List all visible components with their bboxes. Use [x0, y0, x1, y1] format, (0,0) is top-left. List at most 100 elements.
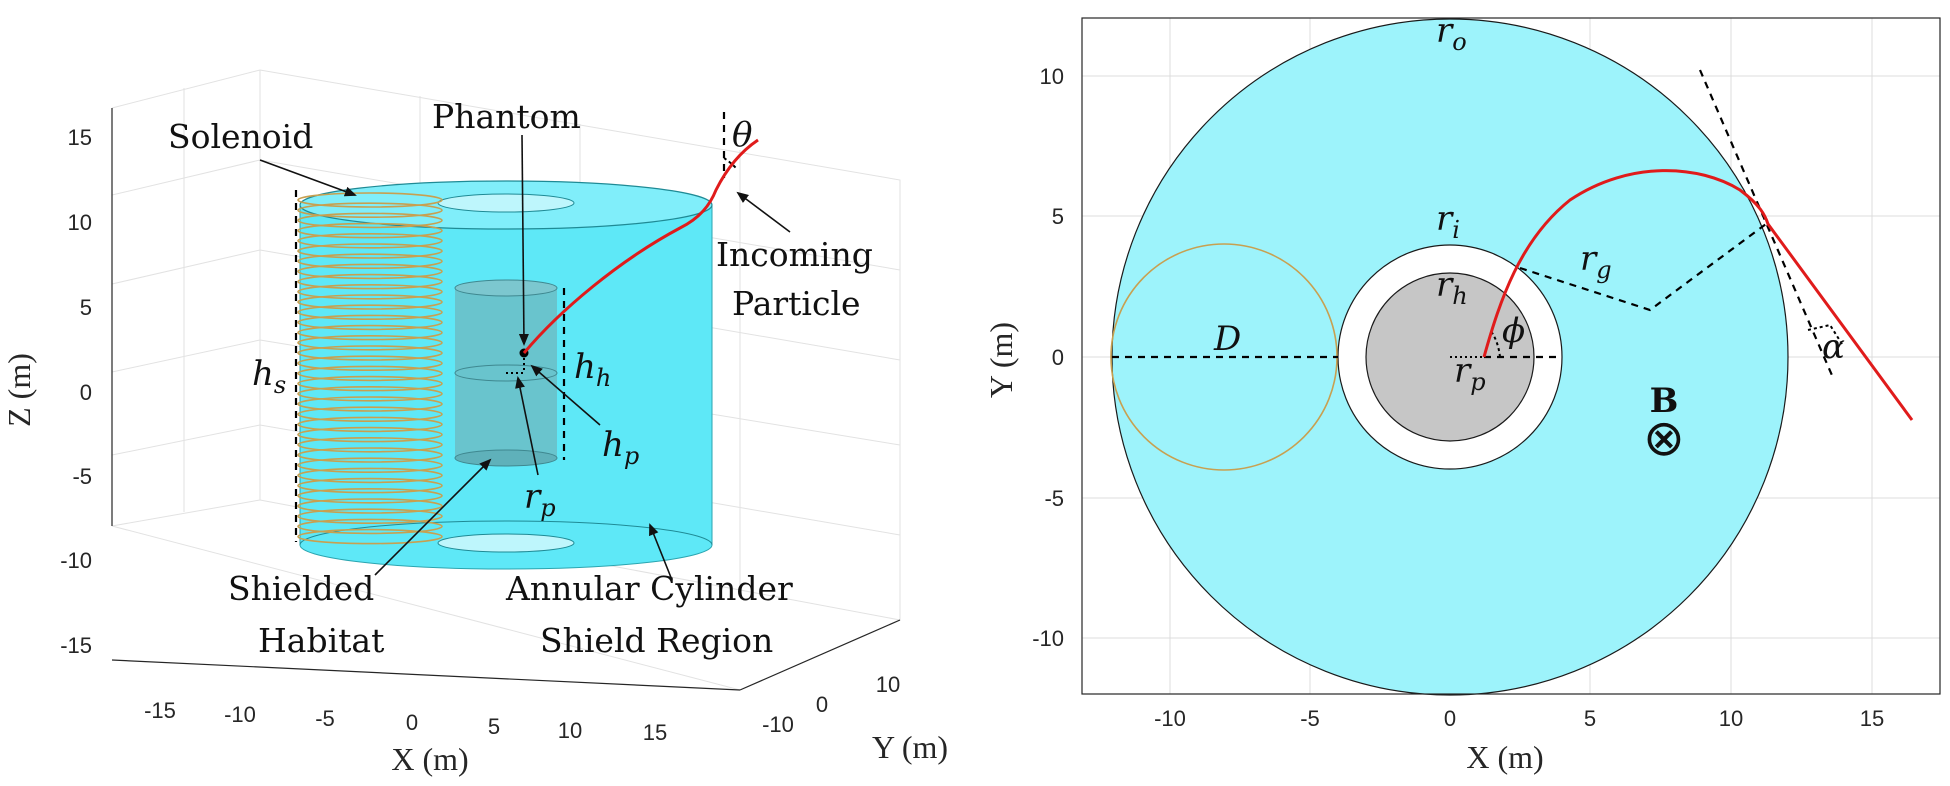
d-label: D [1213, 319, 1241, 359]
solenoid-arrow [259, 159, 357, 197]
solenoid-coil-loop [297, 294, 443, 310]
left-x-tick: 5 [488, 714, 500, 739]
solenoid-coil-loop [297, 212, 443, 229]
solenoid-coil-loop [297, 477, 443, 494]
alpha-label: α [1822, 327, 1845, 367]
tangent-line [1698, 69, 1836, 381]
left-z-tick: 0 [80, 380, 92, 405]
incoming-label-line2: Particle [732, 284, 861, 323]
solenoid-coil-loop [297, 222, 443, 239]
left-y-axis-label: Y (m) [872, 729, 948, 765]
solenoid-coil-loop [297, 304, 443, 321]
solenoid-coil-loop [297, 365, 443, 382]
ri-label: ri [1436, 199, 1460, 244]
left-z-tick: -10 [60, 548, 92, 573]
left-y-tick: 0 [816, 692, 828, 717]
right-y-tick: -5 [1044, 486, 1064, 511]
solenoid-coil-loop [297, 528, 443, 545]
rg-label: rg [1580, 239, 1612, 284]
solenoid-coil-loop [297, 396, 443, 412]
left-x-tick: -10 [224, 702, 256, 727]
solenoid-coil-loop [297, 467, 443, 484]
left-x-tick: 10 [558, 718, 582, 743]
hh-label: hh [574, 347, 611, 392]
solenoid-coil-loop [297, 406, 443, 423]
incoming-label-line1: Incoming [716, 235, 873, 274]
habitat-arrow [374, 458, 492, 576]
left-x-axis: -15 -10 -5 0 5 10 15 X (m) [111, 659, 741, 777]
left-z-tick: 15 [68, 125, 92, 150]
rp-label: rp [524, 477, 556, 522]
hp-label: hp [602, 425, 639, 470]
right-top-view-plot: B ⊗ ro ri rh rp rg ϕ D α -10 -5 0 5 10 1… [983, 11, 1941, 775]
shield-region-label-line2: Shield Region [540, 621, 773, 660]
solenoid-coil-loop [297, 385, 443, 402]
hp-arrow [530, 364, 601, 426]
phantom-arrow [518, 134, 529, 346]
solenoid-coil-loop [297, 355, 443, 372]
ro-label: ro [1436, 11, 1467, 56]
left-y-tick: -10 [762, 712, 794, 737]
right-x-axis-label: X (m) [1466, 739, 1543, 775]
right-x-axis: -10 -5 0 5 10 15 X (m) [1154, 706, 1884, 775]
alpha-arc [1807, 323, 1843, 345]
solenoid-coil-loop [297, 345, 443, 361]
solenoid-coil-loop [297, 253, 443, 270]
solenoid-coil-loop [297, 487, 443, 504]
solenoid-coil-loop [297, 436, 443, 453]
right-x-tick: -10 [1154, 706, 1186, 731]
left-y-axis: -10 0 10 Y (m) [739, 619, 948, 765]
left-particle-trajectory [522, 138, 759, 354]
right-particle-trajectory [1482, 169, 1914, 421]
right-y-tick: 10 [1040, 64, 1064, 89]
right-y-tick: 5 [1052, 204, 1064, 229]
left-x-axis-label: X (m) [391, 741, 468, 777]
left-z-tick: 10 [68, 210, 92, 235]
left-z-tick: 5 [80, 295, 92, 320]
solenoid-coil-loop [297, 202, 443, 218]
phantom-label: Phantom [432, 97, 581, 136]
left-x-tick: 15 [643, 720, 667, 745]
solenoid-coil-loop [297, 416, 443, 433]
solenoid-coil-loop [297, 498, 443, 514]
left-x-tick: 0 [406, 710, 418, 735]
solenoid-coil-loop [297, 518, 443, 535]
right-x-tick: 0 [1444, 706, 1456, 731]
shield-arrow [649, 523, 673, 581]
right-x-tick: 5 [1584, 706, 1596, 731]
solenoid-coil-loop [297, 263, 443, 280]
left-z-tick: -15 [60, 633, 92, 658]
b-field-into-page-icon: ⊗ [1643, 409, 1685, 467]
shielded-habitat-label-line2: Habitat [258, 621, 384, 660]
left-z-axis: 15 10 5 0 -5 -10 -15 Z (m) [1, 108, 113, 658]
left-z-tick: -5 [72, 464, 92, 489]
right-y-tick: -10 [1032, 626, 1064, 651]
solenoid-coils [297, 192, 443, 545]
rp-arrow [515, 376, 539, 476]
left-z-axis-label: Z (m) [1, 353, 37, 427]
right-y-axis-label: Y (m) [983, 322, 1019, 398]
solenoid-coil-loop [297, 283, 443, 300]
solenoid-coil-loop [297, 508, 443, 525]
rh-label: rh [1436, 265, 1468, 310]
left-x-tick: -15 [144, 698, 176, 723]
phi-label: ϕ [1502, 311, 1525, 351]
right-axes-box [1081, 17, 1941, 695]
left-y-tick: 10 [876, 672, 900, 697]
solenoid-coil-loop [297, 457, 443, 474]
right-x-tick: 15 [1860, 706, 1884, 731]
right-x-tick: -5 [1300, 706, 1320, 731]
right-x-tick: 10 [1719, 706, 1743, 731]
right-y-axis: 10 5 0 -5 -10 Y (m) [983, 64, 1064, 651]
theta-label: θ [732, 115, 752, 155]
solenoid-coil-loop [297, 314, 443, 331]
solenoid-coil-loop [297, 447, 443, 463]
solenoid-label: Solenoid [168, 117, 313, 156]
solenoid-coil-loop [297, 273, 443, 290]
solenoid-coil-loop [297, 334, 443, 351]
solenoid-coil-loop [297, 243, 443, 259]
left-x-tick: -5 [315, 706, 335, 731]
solenoid-coil-loop [297, 375, 443, 392]
shielded-habitat-label-line1: Shielded [228, 569, 374, 608]
